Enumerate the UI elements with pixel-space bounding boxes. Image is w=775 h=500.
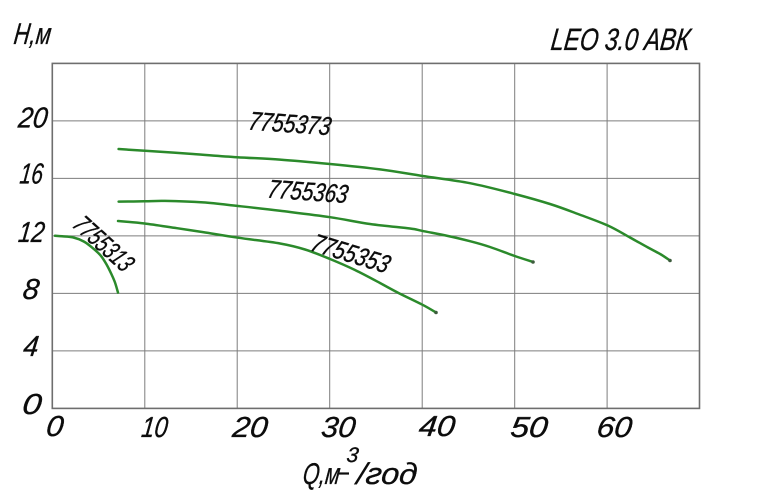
svg-text:12: 12: [17, 217, 47, 249]
svg-text:/год: /год: [353, 458, 419, 491]
svg-text:20: 20: [16, 103, 50, 135]
svg-text:LEO 3.0 АВК: LEO 3.0 АВК: [549, 22, 694, 57]
svg-text:0: 0: [21, 389, 44, 421]
svg-text:7755373: 7755373: [246, 106, 334, 141]
svg-text:50: 50: [509, 412, 550, 444]
svg-text:3: 3: [345, 444, 360, 467]
svg-text:8: 8: [21, 274, 42, 306]
svg-text:40: 40: [417, 411, 457, 443]
svg-text:16: 16: [18, 159, 45, 191]
svg-text:0: 0: [45, 411, 66, 443]
svg-text:4: 4: [22, 331, 41, 363]
svg-text:Н,м: Н,м: [12, 18, 53, 51]
svg-text:60: 60: [595, 412, 634, 444]
svg-text:20: 20: [230, 412, 270, 444]
svg-text:Q,м: Q,м: [301, 458, 342, 491]
svg-text:10: 10: [140, 412, 170, 444]
svg-text:7755363: 7755363: [265, 174, 351, 209]
svg-text:30: 30: [320, 412, 358, 444]
